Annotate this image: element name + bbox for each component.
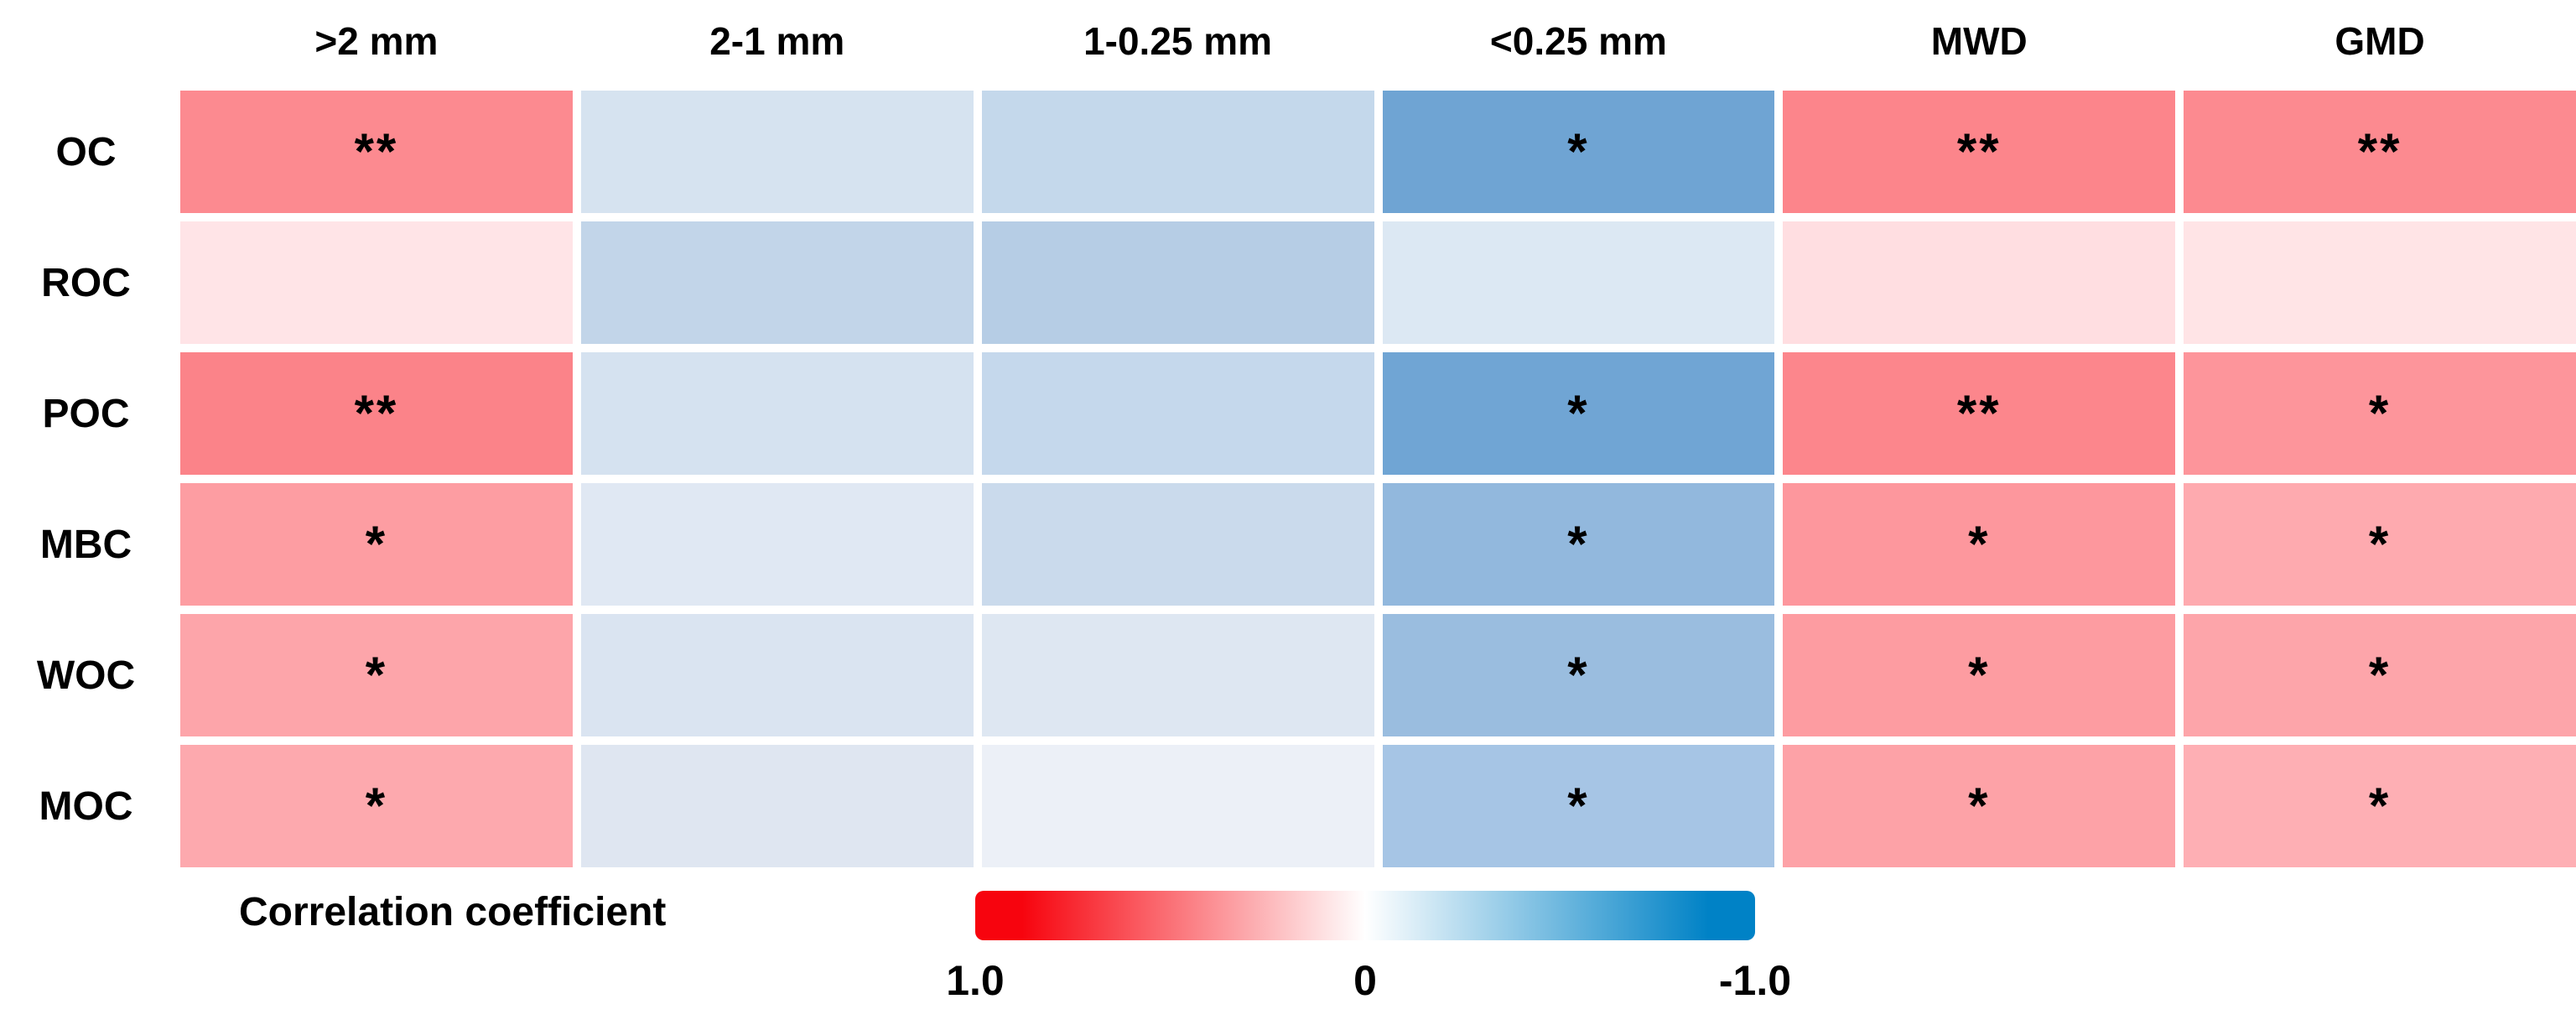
column-header-3: 1-0.25 mm xyxy=(1083,19,1273,63)
heatmap-cell xyxy=(580,745,974,867)
significance-marker: ** xyxy=(354,385,399,441)
heatmap-cell: ** xyxy=(180,91,573,213)
heatmap-cell: * xyxy=(1783,745,2176,867)
significance-marker: * xyxy=(1968,778,1991,834)
column-header-6: GMD xyxy=(2334,19,2425,63)
heatmap-cell xyxy=(580,483,974,606)
heatmap-cell xyxy=(580,614,974,736)
heatmap-cell: * xyxy=(1382,614,1775,736)
significance-marker: ** xyxy=(354,123,399,180)
significance-marker: ** xyxy=(1956,123,2002,180)
significance-marker: * xyxy=(365,647,388,703)
heatmap-cell: ** xyxy=(1783,91,2176,213)
heatmap-cell: * xyxy=(1382,91,1775,213)
significance-marker: * xyxy=(1567,123,1590,180)
heatmap-cell: * xyxy=(2184,745,2576,867)
heatmap-cell xyxy=(180,221,573,344)
heatmap-cell xyxy=(981,745,1374,867)
significance-marker: ** xyxy=(2357,123,2402,180)
heatmap-cell: * xyxy=(180,614,573,736)
column-header-4: <0.25 mm xyxy=(1489,19,1667,63)
legend-tick-positive: 1.0 xyxy=(946,957,1005,1004)
heatmap-cell: * xyxy=(2184,614,2576,736)
significance-marker: * xyxy=(2368,516,2392,572)
heatmap-cell: * xyxy=(180,745,573,867)
column-header-1: >2 mm xyxy=(314,19,439,63)
heatmap-cell xyxy=(981,483,1374,606)
significance-marker: * xyxy=(2368,647,2392,703)
legend-tick-zero: 0 xyxy=(1353,957,1377,1004)
heatmap-cell: * xyxy=(2184,483,2576,606)
corner-spacer xyxy=(0,0,172,82)
heatmap-cell xyxy=(981,352,1374,475)
heatmap-cell: ** xyxy=(180,352,573,475)
heatmap-cell: * xyxy=(1382,745,1775,867)
heatmap-cell: ** xyxy=(1783,352,2176,475)
heatmap-cell xyxy=(1382,221,1775,344)
heatmap-cell xyxy=(981,614,1374,736)
heatmap-cell: * xyxy=(180,483,573,606)
legend-tick-negative: -1.0 xyxy=(1718,957,1792,1004)
row-label-moc: MOC xyxy=(39,783,133,829)
heatmap-cell: * xyxy=(2184,352,2576,475)
legend-title: Correlation coefficient xyxy=(239,889,667,934)
row-label-oc: OC xyxy=(55,129,117,174)
significance-marker: * xyxy=(1567,516,1590,572)
heatmap-cell: * xyxy=(1382,352,1775,475)
heatmap-cell xyxy=(580,221,974,344)
significance-marker: * xyxy=(2368,385,2392,441)
heatmap-cell xyxy=(981,91,1374,213)
significance-marker: ** xyxy=(1956,385,2002,441)
significance-marker: * xyxy=(1567,385,1590,441)
row-label-poc: POC xyxy=(42,391,130,436)
significance-marker: * xyxy=(1968,516,1991,572)
row-label-woc: WOC xyxy=(36,653,136,698)
heatmap-cell: ** xyxy=(2184,91,2576,213)
significance-marker: * xyxy=(1567,647,1590,703)
significance-marker: * xyxy=(2368,778,2392,834)
significance-marker: * xyxy=(365,778,388,834)
heatmap-cell xyxy=(981,221,1374,344)
column-header-5: MWD xyxy=(1930,19,2028,63)
significance-marker: * xyxy=(1968,647,1991,703)
row-label-roc: ROC xyxy=(41,260,131,305)
heatmap-cell: * xyxy=(1382,483,1775,606)
row-label-mbc: MBC xyxy=(39,522,132,567)
heatmap-cell: * xyxy=(1783,483,2176,606)
significance-marker: * xyxy=(365,516,388,572)
legend-gradient-bar xyxy=(975,891,1755,940)
heatmap-cell xyxy=(580,91,974,213)
heatmap-cell xyxy=(1783,221,2176,344)
heatmap-grid: >2 mm 2-1 mm 1-0.25 mm <0.25 mm MWD GMD OC ** * *… xyxy=(0,0,2576,867)
heatmap-cell xyxy=(580,352,974,475)
column-header-2: 2-1 mm xyxy=(709,19,845,63)
heatmap-cell: * xyxy=(1783,614,2176,736)
significance-marker: * xyxy=(1567,778,1590,834)
heatmap-cell xyxy=(2184,221,2576,344)
